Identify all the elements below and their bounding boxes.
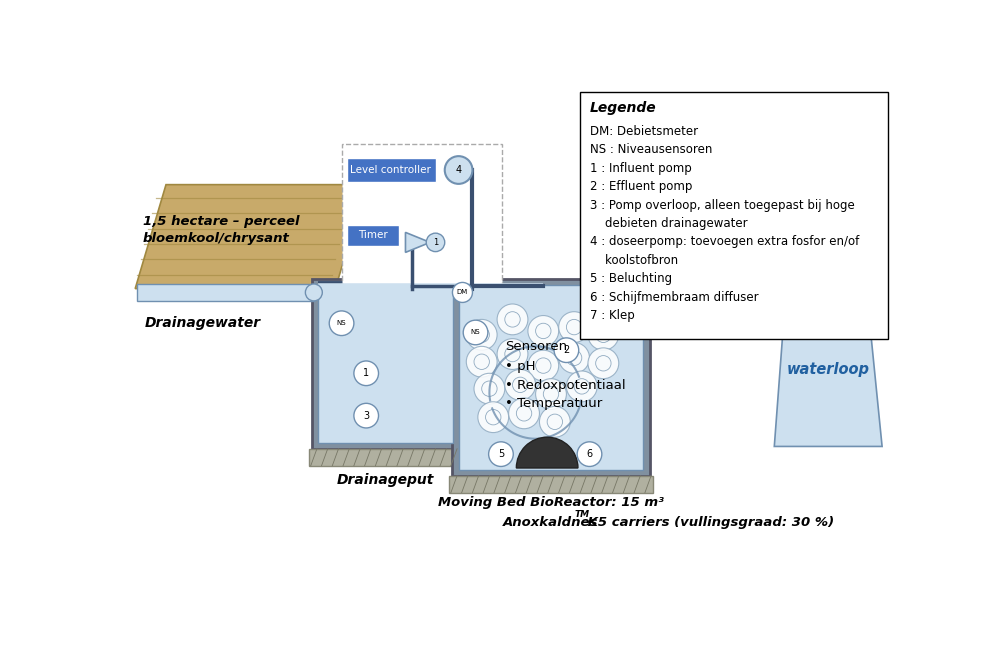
- Text: 6: 6: [586, 449, 593, 459]
- Text: Drainageput: Drainageput: [337, 474, 434, 488]
- Text: DM: Debietsmeter: DM: Debietsmeter: [590, 125, 698, 138]
- Circle shape: [426, 233, 445, 252]
- Circle shape: [329, 311, 354, 336]
- Polygon shape: [580, 92, 888, 338]
- Text: Sensoren: Sensoren: [505, 340, 567, 353]
- Circle shape: [588, 320, 619, 350]
- Text: 4: 4: [456, 165, 462, 175]
- Text: NS: NS: [471, 330, 480, 336]
- Text: • Temperatuur: • Temperatuur: [505, 397, 602, 410]
- Text: koolstofbron: koolstofbron: [590, 254, 678, 267]
- Polygon shape: [347, 224, 399, 246]
- Wedge shape: [516, 437, 578, 468]
- Circle shape: [559, 312, 590, 342]
- Text: waterloop: waterloop: [787, 362, 870, 377]
- Polygon shape: [774, 292, 882, 446]
- Text: TM: TM: [575, 510, 590, 519]
- Circle shape: [577, 442, 602, 466]
- Text: NS : Niveausensoren: NS : Niveausensoren: [590, 143, 712, 156]
- Polygon shape: [405, 232, 430, 252]
- Text: 5 : Beluchting: 5 : Beluchting: [590, 272, 672, 286]
- Circle shape: [497, 338, 528, 370]
- Circle shape: [305, 284, 322, 301]
- Polygon shape: [135, 184, 366, 288]
- Text: 4 : doseerpomp: toevoegen extra fosfor en/of: 4 : doseerpomp: toevoegen extra fosfor e…: [590, 236, 859, 248]
- Polygon shape: [137, 284, 314, 301]
- Circle shape: [489, 442, 513, 466]
- Text: 5: 5: [498, 449, 504, 459]
- Circle shape: [354, 404, 379, 428]
- Polygon shape: [459, 285, 643, 470]
- Text: K5 carriers (vullingsgraad: 30 %): K5 carriers (vullingsgraad: 30 %): [583, 515, 834, 529]
- Circle shape: [559, 342, 590, 373]
- Circle shape: [536, 379, 566, 410]
- Text: Anoxkaldnes: Anoxkaldnes: [503, 515, 599, 529]
- Text: 7: 7: [642, 282, 648, 291]
- Text: Legende: Legende: [590, 101, 656, 115]
- Circle shape: [566, 371, 597, 402]
- Text: debieten drainagewater: debieten drainagewater: [590, 217, 747, 230]
- Polygon shape: [347, 158, 436, 182]
- Text: 2 : Effluent pomp: 2 : Effluent pomp: [590, 180, 692, 193]
- Circle shape: [452, 282, 472, 302]
- Text: 3: 3: [363, 411, 369, 421]
- Text: 7 : Klep: 7 : Klep: [590, 310, 634, 322]
- Circle shape: [635, 276, 655, 296]
- Circle shape: [474, 373, 505, 404]
- Polygon shape: [309, 449, 462, 466]
- Text: Drainagewater: Drainagewater: [144, 316, 261, 330]
- Text: NS: NS: [337, 320, 346, 326]
- Polygon shape: [318, 285, 453, 443]
- Text: DM: DM: [457, 290, 468, 296]
- Polygon shape: [449, 476, 653, 493]
- Circle shape: [445, 156, 472, 184]
- Text: 3 : Pomp overloop, alleen toegepast bij hoge: 3 : Pomp overloop, alleen toegepast bij …: [590, 198, 854, 212]
- Circle shape: [354, 361, 379, 386]
- Polygon shape: [452, 278, 650, 476]
- Circle shape: [528, 350, 559, 381]
- Text: Level controller: Level controller: [350, 165, 431, 175]
- Circle shape: [497, 304, 528, 335]
- Circle shape: [539, 406, 570, 437]
- Circle shape: [588, 348, 619, 379]
- Polygon shape: [342, 144, 502, 288]
- Circle shape: [505, 370, 536, 400]
- Circle shape: [509, 398, 539, 429]
- Circle shape: [478, 402, 509, 433]
- Circle shape: [554, 338, 579, 362]
- Text: 1 : Influent pomp: 1 : Influent pomp: [590, 162, 691, 174]
- Circle shape: [466, 320, 497, 350]
- Text: • Redoxpotentiaal: • Redoxpotentiaal: [505, 379, 625, 392]
- Polygon shape: [312, 278, 459, 449]
- Text: Moving Bed BioReactor: 15 m³: Moving Bed BioReactor: 15 m³: [438, 496, 664, 509]
- Circle shape: [528, 316, 559, 346]
- Text: Timer: Timer: [358, 230, 388, 240]
- Circle shape: [466, 346, 497, 377]
- Text: 2: 2: [563, 345, 570, 355]
- Circle shape: [463, 320, 488, 345]
- Text: 6 : Schijfmembraam diffuser: 6 : Schijfmembraam diffuser: [590, 291, 758, 304]
- Text: 1: 1: [433, 238, 438, 247]
- Text: 1,5 hectare – perceel
bloemkool/chrysant: 1,5 hectare – perceel bloemkool/chrysant: [143, 215, 299, 246]
- Text: • pH: • pH: [505, 360, 535, 373]
- Text: 1: 1: [363, 368, 369, 378]
